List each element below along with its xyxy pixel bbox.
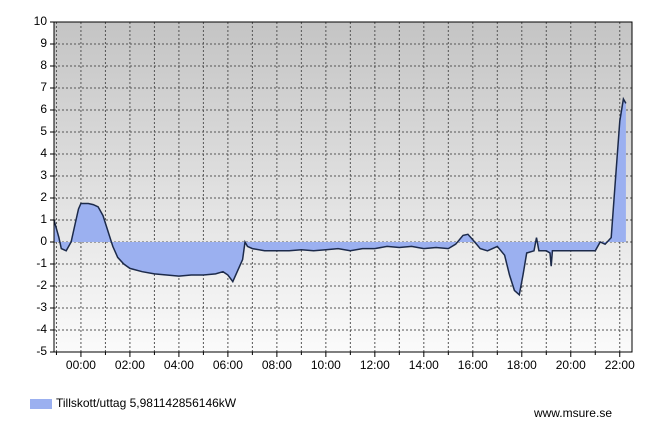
y-tick-label: -4 xyxy=(36,322,47,336)
y-tick-label: 2 xyxy=(40,190,47,204)
x-tick-label: 02:00 xyxy=(115,358,145,372)
y-tick-label: -1 xyxy=(36,256,47,270)
y-tick-label: 10 xyxy=(34,14,48,28)
x-tick-label: 14:00 xyxy=(409,358,439,372)
y-tick-label: 0 xyxy=(40,234,47,248)
x-tick-label: 08:00 xyxy=(262,358,292,372)
x-tick-label: 04:00 xyxy=(164,358,194,372)
plot-border xyxy=(53,21,633,353)
y-tick-label: -2 xyxy=(36,278,47,292)
x-tick-label: 16:00 xyxy=(458,358,488,372)
x-tick-label: 00:00 xyxy=(66,358,96,372)
legend-label: Tillskott/uttag 5,981142856146kW xyxy=(56,396,237,410)
y-tick-label: 3 xyxy=(40,168,47,182)
y-tick-label: 4 xyxy=(40,146,47,160)
y-tick-label: -5 xyxy=(36,344,47,358)
x-tick-label: 12:00 xyxy=(360,358,390,372)
y-tick-label: 1 xyxy=(40,212,47,226)
y-tick-label: 6 xyxy=(40,102,47,116)
y-tick-label: 7 xyxy=(40,80,47,94)
x-tick-label: 06:00 xyxy=(213,358,243,372)
y-tick-label: -3 xyxy=(36,300,47,314)
x-tick-label: 22:00 xyxy=(605,358,635,372)
legend-swatch xyxy=(30,399,52,409)
y-tick-label: 9 xyxy=(40,36,47,50)
y-tick-label: 8 xyxy=(40,58,47,72)
footer: www.msure.se xyxy=(533,406,612,420)
area xyxy=(54,99,626,295)
y-tick-label: 5 xyxy=(40,124,47,138)
plot-background xyxy=(54,22,632,352)
line xyxy=(53,96,627,297)
x-tick-label: 18:00 xyxy=(507,358,537,372)
x-tick-label: 20:00 xyxy=(556,358,586,372)
x-tick-label: 10:00 xyxy=(311,358,341,372)
